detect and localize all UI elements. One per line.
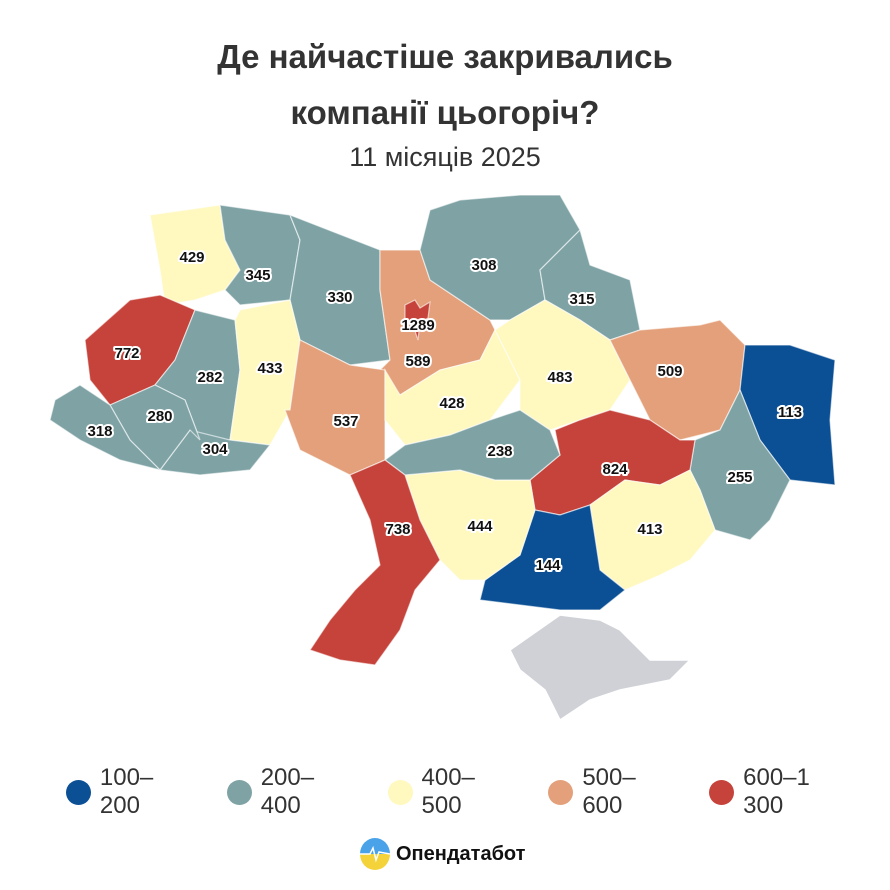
legend-swatch [548,779,574,805]
region-sumy-value-label: 315 [569,291,594,308]
legend-label: 200–400 [260,764,315,819]
region-poltava-value-label: 483 [547,369,572,386]
region-kirovohrad [384,409,561,481]
region-kherson-value-label: 144 [535,557,561,574]
region-zhytomyr-value-label: 330 [327,289,352,306]
legend-swatch [387,779,413,805]
region-kyiv-oblast-value-label: 589 [405,353,430,370]
region-kharkiv-value-label: 509 [657,363,682,380]
region-mykolaiv-value-label: 444 [467,518,493,535]
legend-item: 600–1 300 [709,764,856,820]
page-title-line-2: компанії цьогоріч? [290,94,600,131]
region-khmelnytskyi-value-label: 433 [257,360,282,377]
region-luhansk-value-label: 113 [778,404,802,421]
region-odesa [309,459,441,666]
region-poltava [494,299,631,431]
region-zakarpattia [49,384,162,472]
legend-item: 100–200 [66,764,193,820]
region-rivne [219,204,301,306]
region-ternopil-value-label: 282 [197,369,222,386]
region-donetsk-value-label: 255 [727,469,752,486]
legend-swatch [66,779,91,805]
region-lviv-value-label: 772 [114,345,139,362]
legend-swatch [226,779,252,805]
legend-swatch [709,779,735,805]
page-subtitle: 11 місяців 2025 [349,142,541,172]
legend-label: 500–600 [582,764,636,819]
page-title-line-1: Де найчастіше закривались [217,38,673,75]
region-volyn-value-label: 429 [179,249,204,266]
region-ivano-frankivsk-value-label: 280 [147,408,172,425]
region-kyiv-city [404,299,431,341]
region-dnipropetrovsk-value-label: 824 [602,461,628,478]
region-chernihiv-value-label: 308 [471,257,496,274]
legend-item: 500–600 [548,764,675,820]
brand-name: Опендатабот [396,842,526,865]
legend-label: 600–1 300 [743,764,810,819]
legend-item: 400–500 [387,764,515,820]
region-vinnytsia-value-label: 537 [333,413,358,430]
region-zaporizhzhia-value-label: 413 [637,521,662,538]
region-kyiv-city-value-label: 1289 [401,317,434,334]
legend-label: 100–200 [99,764,154,819]
region-crimea [509,614,692,722]
region-rivne-value-label: 345 [245,267,270,284]
legend-item: 200–400 [226,764,354,820]
opendatabot-logo-icon [360,838,390,870]
region-chernivtsi-value-label: 304 [202,441,228,458]
legend-label: 400–500 [421,764,475,819]
brand-logo: Опендатабот [360,838,525,870]
region-zakarpattia-value-label: 318 [87,423,112,440]
legend: 100–200 200–400 400–500 500–600 600–1 30… [66,764,890,820]
region-odesa-value-label: 738 [385,521,410,538]
region-cherkasy-value-label: 428 [439,395,464,412]
region-kirovohrad-value-label: 238 [487,443,512,460]
